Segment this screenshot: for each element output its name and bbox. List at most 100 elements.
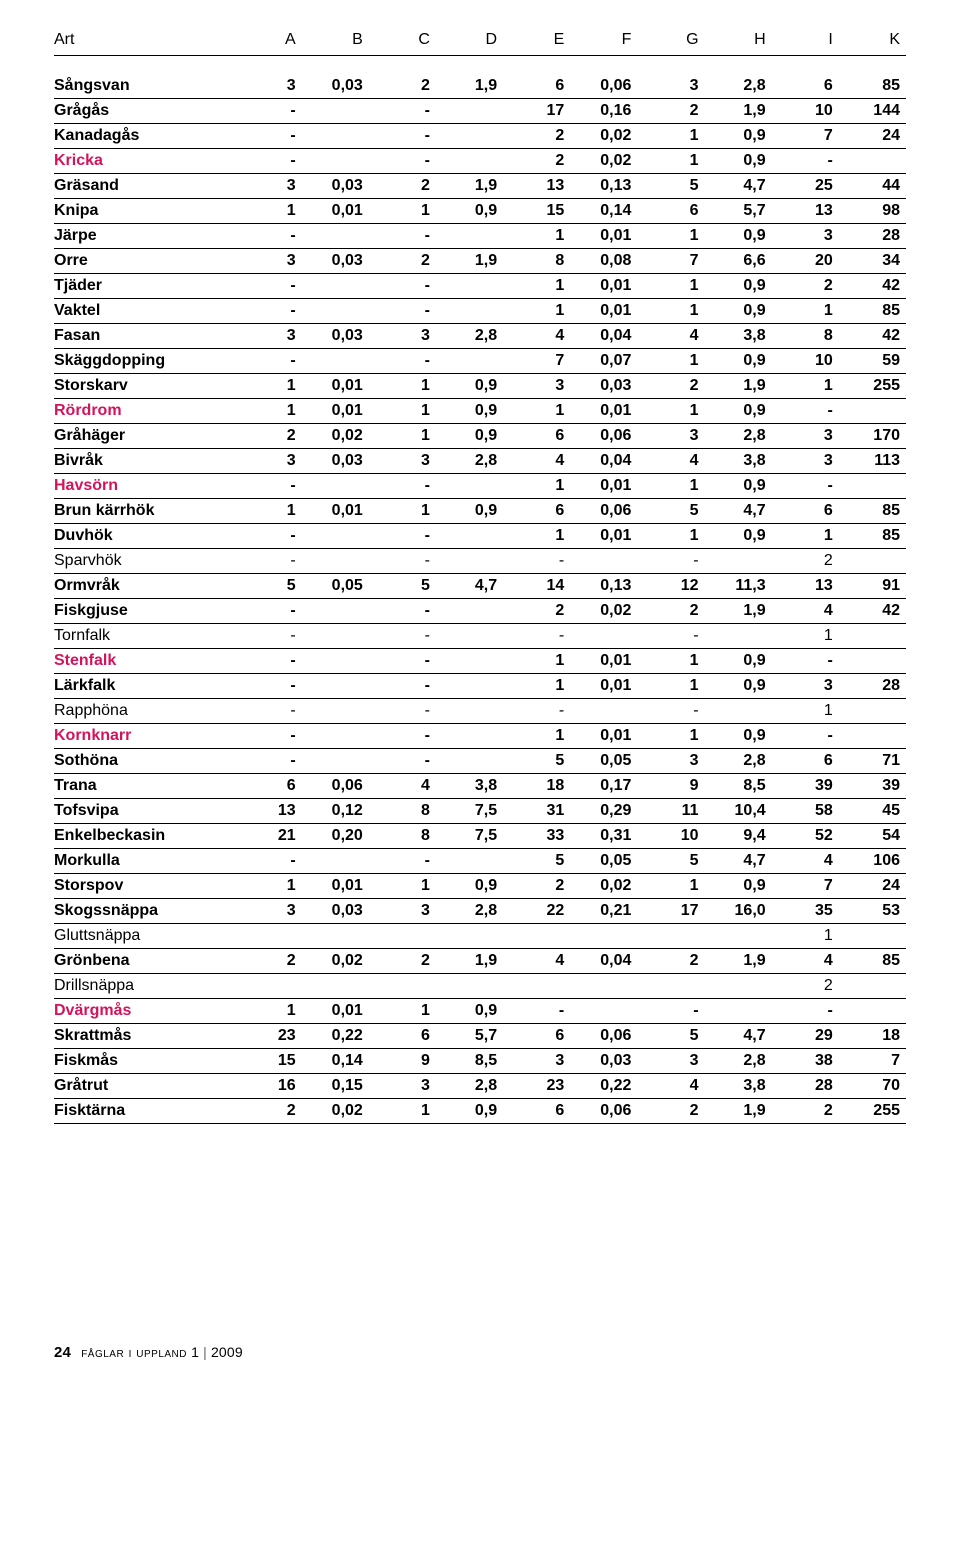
cell [839,648,906,673]
species-table: Art A B C D E F G H I K Sångsvan30,0321,… [54,28,906,1124]
cell [369,973,436,998]
cell: 5,7 [705,198,772,223]
cell: 11 [637,798,704,823]
cell: - [235,273,302,298]
cell: 11,3 [705,573,772,598]
cell [302,673,369,698]
cell [302,223,369,248]
cell [302,473,369,498]
species-name: Tornfalk [54,623,235,648]
cell: 1,9 [705,598,772,623]
cell: 3 [235,248,302,273]
cell: 0,03 [570,373,637,398]
cell [436,723,503,748]
species-name: Havsörn [54,473,235,498]
cell: 4,7 [705,1023,772,1048]
cell: 1 [772,923,839,948]
cell: 91 [839,573,906,598]
cell: 0,9 [436,398,503,423]
col-header: B [302,28,369,56]
issue-number: 1 [191,1344,199,1360]
cell [302,98,369,123]
table-row: Grönbena20,0221,940,0421,9485 [54,948,906,973]
cell [503,923,570,948]
species-name: Sångsvan [54,74,235,99]
cell: 0,9 [705,148,772,173]
table-row: Duvhök--10,0110,9185 [54,523,906,548]
cell: 8 [369,798,436,823]
cell: 20 [772,248,839,273]
cell [302,698,369,723]
cell [235,923,302,948]
table-row: Gräsand30,0321,9130,1354,72544 [54,173,906,198]
cell: 0,9 [705,223,772,248]
col-header: E [503,28,570,56]
table-row: Sångsvan30,0321,960,0632,8685 [54,74,906,99]
cell: - [369,148,436,173]
table-row: Kanadagås--20,0210,9724 [54,123,906,148]
cell: 2 [369,248,436,273]
cell: - [235,673,302,698]
table-row: Järpe--10,0110,9328 [54,223,906,248]
cell: - [235,698,302,723]
table-row: Trana60,0643,8180,1798,53939 [54,773,906,798]
cell: 1 [637,523,704,548]
cell: 3 [235,74,302,99]
cell [436,598,503,623]
cell: 0,9 [436,498,503,523]
cell: 0,02 [570,148,637,173]
cell [839,998,906,1023]
col-header: Art [54,28,235,56]
cell: - [235,223,302,248]
cell [436,148,503,173]
cell: 0,9 [436,873,503,898]
cell: 1 [637,123,704,148]
cell: 1 [637,298,704,323]
cell: 39 [772,773,839,798]
cell [436,98,503,123]
cell: 35 [772,898,839,923]
col-header: H [705,28,772,56]
cell: - [369,698,436,723]
cell: 1 [637,473,704,498]
cell [839,148,906,173]
cell: 0,03 [302,248,369,273]
cell: - [369,123,436,148]
cell: - [235,473,302,498]
cell: 7 [503,348,570,373]
cell: 10,4 [705,798,772,823]
cell: - [235,298,302,323]
cell: 44 [839,173,906,198]
cell: - [369,673,436,698]
cell: 2,8 [705,1048,772,1073]
cell: 2 [637,948,704,973]
cell: 33 [503,823,570,848]
cell: 6 [772,74,839,99]
table-row: Bivråk30,0332,840,0443,83113 [54,448,906,473]
species-name: Orre [54,248,235,273]
species-name: Skogssnäppa [54,898,235,923]
cell: 2 [503,123,570,148]
cell [839,473,906,498]
cell: 5,7 [436,1023,503,1048]
cell [839,398,906,423]
cell: 28 [839,223,906,248]
cell: 1 [772,698,839,723]
table-row: Rördrom10,0110,910,0110,9- [54,398,906,423]
cell: 85 [839,948,906,973]
cell: 1,9 [705,373,772,398]
cell: 10 [772,348,839,373]
species-name: Dvärgmås [54,998,235,1023]
cell: 9,4 [705,823,772,848]
cell: 3 [369,323,436,348]
cell: - [369,748,436,773]
cell [302,648,369,673]
cell: 0,04 [570,448,637,473]
cell: - [235,723,302,748]
cell: 4 [772,948,839,973]
cell: 1,9 [436,948,503,973]
cell: 1,9 [705,1098,772,1123]
cell [436,273,503,298]
cell [839,698,906,723]
cell: 7 [772,123,839,148]
